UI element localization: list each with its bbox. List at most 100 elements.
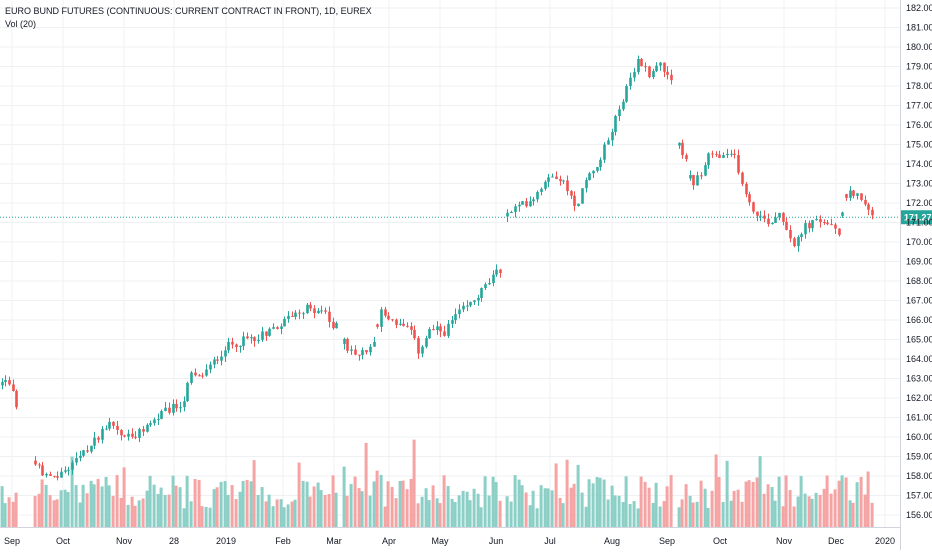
- volume-bar: [312, 486, 316, 527]
- candle-body: [384, 309, 387, 316]
- candle-body: [544, 181, 547, 189]
- y-tick-label: 170.00: [906, 237, 932, 247]
- candle-body: [529, 201, 532, 207]
- y-tick-label: 160.00: [906, 432, 932, 442]
- volume-bar: [200, 506, 204, 527]
- y-tick-label: 174.00: [906, 159, 932, 169]
- candle-body: [625, 86, 628, 102]
- volume-bars: [0, 439, 874, 527]
- volume-bar: [848, 500, 852, 527]
- volume-bar: [226, 494, 230, 527]
- volume-bar: [740, 501, 744, 527]
- candle-body: [596, 167, 599, 171]
- volume-bar: [159, 487, 163, 527]
- volume-bar: [152, 484, 156, 527]
- candle-body: [328, 311, 331, 322]
- y-tick-label: 163.00: [906, 374, 932, 384]
- candle-body: [242, 336, 245, 346]
- candle-body: [34, 460, 37, 465]
- volume-bar: [747, 480, 751, 527]
- x-tick-label: Mar: [326, 536, 342, 546]
- candle-body: [521, 201, 524, 205]
- candle-body: [146, 424, 149, 432]
- candle-body: [741, 172, 744, 184]
- candle-body: [406, 325, 409, 327]
- candle-body: [358, 354, 361, 356]
- volume-bar: [204, 506, 208, 527]
- volume-bar: [784, 475, 788, 527]
- volume-bar: [442, 475, 446, 527]
- volume-bar: [833, 489, 837, 527]
- volume-bar: [0, 486, 4, 527]
- candle-body: [276, 327, 279, 329]
- volume-bar: [163, 494, 167, 527]
- volume-bar: [379, 474, 383, 527]
- volume-bar: [234, 499, 238, 527]
- volume-bar: [799, 476, 803, 527]
- volume-bar: [680, 499, 684, 527]
- volume-bar: [543, 488, 547, 527]
- volume-bar: [212, 489, 216, 527]
- candle-body: [361, 350, 364, 356]
- volume-bar: [63, 489, 67, 527]
- volume-bar: [453, 501, 457, 527]
- candle-body: [495, 269, 498, 275]
- candle-body: [856, 193, 859, 196]
- candle-body: [346, 338, 349, 351]
- candle-body: [570, 191, 573, 196]
- volume-bar: [513, 475, 517, 527]
- candle-body: [41, 465, 44, 476]
- candle-body: [718, 154, 721, 158]
- candle-body: [752, 202, 755, 212]
- candle-body: [562, 180, 565, 182]
- candle-body: [588, 173, 591, 181]
- candle-body: [648, 66, 651, 78]
- current-price-tag: [901, 210, 932, 225]
- candle-body: [778, 212, 781, 218]
- candle-body: [864, 199, 867, 205]
- volume-bar: [383, 506, 387, 527]
- volume-bar: [305, 481, 309, 527]
- volume-bar: [327, 494, 331, 527]
- candle-body: [756, 211, 759, 216]
- candle-body: [179, 407, 182, 409]
- candle-body: [131, 433, 134, 437]
- candle-body: [733, 153, 736, 156]
- candle-body: [71, 462, 74, 470]
- candle-body: [417, 338, 420, 354]
- candle-body: [298, 312, 301, 314]
- y-tick-label: 173.00: [906, 179, 932, 189]
- volume-bar: [870, 502, 874, 527]
- volume-bar: [319, 490, 323, 527]
- y-tick-label: 169.00: [906, 257, 932, 267]
- candle-body: [250, 337, 253, 339]
- volume-bar: [267, 494, 271, 527]
- candle-body: [797, 237, 800, 247]
- candle-body: [183, 401, 186, 408]
- volume-bar: [465, 491, 469, 527]
- candle-body: [209, 364, 212, 370]
- candle-body: [391, 319, 394, 321]
- volume-bar: [602, 479, 606, 527]
- volume-bar: [703, 488, 707, 527]
- candle-body: [555, 176, 558, 180]
- volume-bar: [479, 507, 483, 527]
- candle-body: [759, 215, 762, 217]
- candle-body: [123, 435, 126, 437]
- volume-bar: [535, 508, 539, 527]
- candle-body: [603, 144, 606, 160]
- candle-body: [577, 203, 580, 207]
- volume-bar: [401, 480, 405, 527]
- candle-body: [652, 71, 655, 78]
- candle-body: [287, 315, 290, 319]
- volume-bar: [539, 485, 543, 527]
- volume-bar: [814, 492, 818, 527]
- candle-body: [283, 318, 286, 327]
- volume-bar: [863, 494, 867, 527]
- candle-body: [38, 464, 41, 466]
- candle-body: [830, 224, 833, 226]
- candle-body: [871, 209, 874, 216]
- candle-body: [715, 153, 718, 155]
